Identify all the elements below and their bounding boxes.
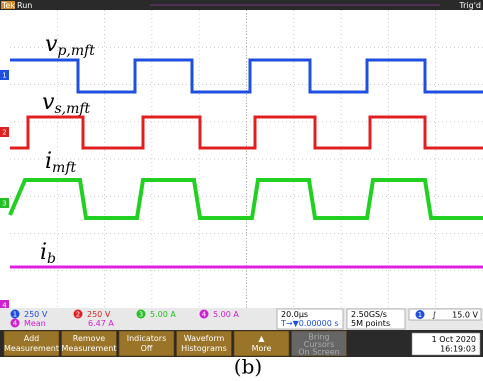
- meas-value: 6.47 A: [88, 319, 114, 328]
- trigger-level: 15.0 V: [452, 311, 478, 320]
- run-state: Run: [17, 1, 32, 10]
- meas-source: 4: [13, 320, 18, 328]
- label-symbol: i: [45, 149, 52, 174]
- label-symbol: i: [40, 240, 47, 265]
- channel-scale: 250 V: [24, 310, 48, 319]
- acq-rate: 2.50GS/s: [351, 310, 387, 319]
- meas-name: Mean: [24, 319, 46, 328]
- menu-label: ▲: [258, 334, 265, 343]
- channel-scale: 5.00 A: [150, 310, 176, 319]
- menu-label: Measurement: [62, 344, 117, 353]
- trigger-source: 1: [418, 311, 422, 319]
- channel-number: 4: [202, 311, 207, 319]
- channel-marker: 3: [2, 200, 6, 208]
- menu-label: Indicators: [127, 334, 167, 343]
- horizontal-scale: 20.0µs: [281, 310, 308, 319]
- scope-screenshot: Tek Run Trig'd vp,mftvs,mftimftib 1234 1…: [0, 0, 483, 381]
- channel-marker: 2: [2, 129, 6, 137]
- label-symbol: v: [42, 90, 55, 115]
- brand: Tek: [1, 1, 15, 10]
- menu-label: On Screen: [298, 348, 339, 357]
- date: 1 Oct 2020: [432, 335, 476, 344]
- acq-length: 5M points: [351, 319, 390, 328]
- label-subscript: mft: [52, 160, 76, 176]
- menu-label: Remove: [73, 334, 106, 343]
- menu-label: Waveform: [184, 334, 225, 343]
- menu-label: Measurement: [4, 344, 59, 353]
- channel-scale: 250 V: [87, 310, 111, 319]
- channel-number: 3: [139, 311, 143, 319]
- menu-label: Add: [24, 334, 40, 343]
- label-subscript: p,mft: [57, 43, 95, 59]
- label-symbol: v: [45, 32, 58, 57]
- channel-marker: 1: [2, 72, 6, 80]
- trigger-state: Trig'd: [458, 1, 481, 10]
- channel-number: 2: [76, 311, 80, 319]
- horizontal-position: T→▼0.00000 s: [280, 319, 339, 328]
- channel-scale: 5.00 A: [213, 310, 239, 319]
- menu-label: More: [252, 344, 272, 353]
- channel-number: 1: [13, 311, 17, 319]
- menu-label: Histograms: [181, 344, 227, 353]
- label-subscript: s,mft: [54, 101, 90, 117]
- time: 16:19:03: [440, 345, 476, 354]
- caption: (b): [234, 355, 262, 379]
- label-subscript: b: [47, 251, 56, 267]
- trigger-slope: ∫: [432, 311, 436, 320]
- menu-label: Off: [141, 344, 153, 353]
